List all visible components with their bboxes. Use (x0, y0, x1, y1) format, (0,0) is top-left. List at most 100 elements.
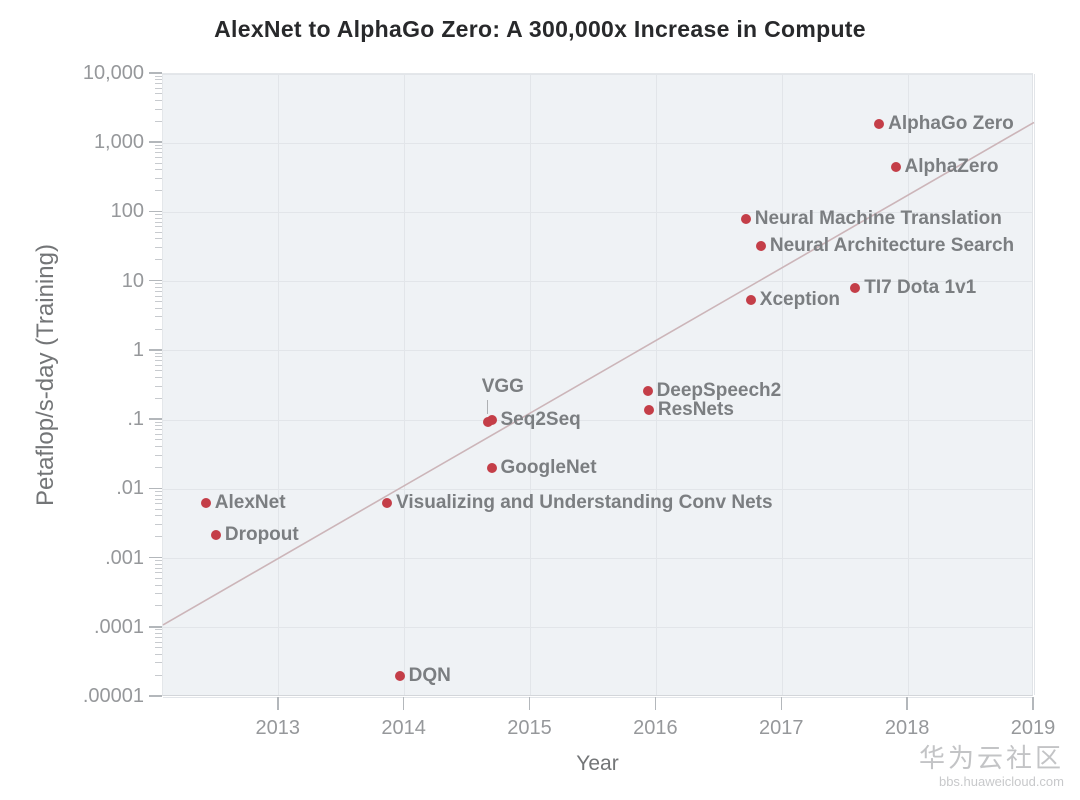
y-axis-minor-tick (155, 108, 162, 110)
y-axis-minor-tick (155, 508, 162, 510)
data-point-neural-architecture-search (755, 240, 766, 251)
y-axis-minor-tick (155, 439, 162, 441)
x-axis-tick (654, 697, 657, 710)
y-axis-minor-tick (155, 524, 162, 526)
data-point-resnets (643, 404, 654, 415)
data-point-alphago-zero (874, 118, 885, 129)
y-axis-tick-label: 100 (110, 200, 144, 223)
data-point-deepspeech2 (642, 386, 653, 397)
y-gridline (163, 627, 1032, 629)
y-axis-major-tick (149, 418, 162, 420)
y-axis-minor-tick (155, 584, 162, 586)
y-axis-minor-tick (155, 641, 162, 643)
y-axis-minor-tick (155, 421, 162, 423)
y-axis-major-tick (149, 141, 162, 143)
y-axis-minor-tick (155, 259, 162, 261)
watermark: 华为云社区 bbs.huaweicloud.com (919, 743, 1064, 790)
y-axis-minor-tick (155, 221, 162, 223)
y-axis-minor-tick (155, 629, 162, 631)
y-axis-minor-tick (155, 567, 162, 569)
y-axis-minor-tick (155, 446, 162, 448)
x-axis-tick-label: 2018 (884, 717, 930, 739)
y-axis-minor-tick (155, 79, 162, 81)
y-axis-major-tick (149, 695, 162, 697)
y-axis-minor-tick (155, 593, 162, 595)
y-axis-minor-tick (155, 577, 162, 579)
y-axis-minor-tick (155, 87, 162, 89)
y-axis-minor-tick (155, 307, 162, 309)
y-axis-major-tick (149, 72, 162, 74)
label-leader-line (486, 399, 489, 414)
y-axis-minor-tick (155, 494, 162, 496)
x-axis-tick-label: 2013 (255, 717, 301, 739)
y-axis-minor-tick (155, 491, 162, 492)
y-axis-minor-tick (155, 162, 162, 164)
x-axis-title: Year (576, 752, 619, 775)
y-axis-minor-tick (155, 352, 162, 354)
x-axis-tick (906, 697, 908, 710)
y-axis-minor-tick (155, 536, 162, 538)
y-axis-minor-tick (155, 429, 162, 431)
y-axis-minor-tick (155, 515, 162, 517)
y-axis-minor-tick (155, 662, 162, 664)
y-gridline (163, 419, 1032, 421)
data-point-label-seq2seq: Seq2Seq (500, 409, 581, 431)
y-axis-minor-tick (155, 328, 162, 330)
x-axis-tick-label: 2017 (759, 717, 804, 739)
y-axis-minor-tick (155, 152, 162, 154)
y-axis-major-tick (149, 279, 162, 282)
data-point-neural-machine-translation (740, 214, 751, 225)
data-point-label-vgg: VGG (481, 375, 524, 397)
y-axis-minor-tick (155, 370, 162, 372)
data-point-googlenet (486, 463, 497, 474)
x-axis-tick-label: 2014 (381, 717, 426, 739)
y-axis-minor-tick (155, 148, 162, 150)
y-axis-minor-tick (155, 632, 162, 634)
y-gridline (163, 350, 1032, 352)
y-axis-tick-label: 10,000 (82, 62, 144, 84)
y-axis-minor-tick (155, 93, 162, 95)
x-axis-tick (528, 697, 531, 710)
y-axis-minor-tick (155, 466, 162, 468)
data-point-label-visualizing-and-understanding-conv-nets: Visualizing and Understanding Conv Nets (396, 492, 773, 514)
y-axis-minor-tick (155, 226, 162, 228)
x-gridline (907, 74, 909, 695)
data-point-seq2seq (486, 415, 497, 426)
watermark-site-url: bbs.huaweicloud.com (938, 774, 1064, 789)
x-gridline (1033, 74, 1035, 695)
data-point-label-resnets: ResNets (657, 398, 734, 420)
y-axis-tick-label: .0001 (93, 615, 144, 638)
y-axis-tick-label: 1 (132, 338, 144, 361)
y-axis-minor-tick (155, 75, 162, 77)
x-axis-tick (1032, 697, 1034, 710)
y-axis-tick-label: .01 (116, 477, 144, 500)
data-point-alexnet (200, 498, 211, 509)
data-point-label-alexnet: AlexNet (214, 492, 286, 514)
x-axis-tick (402, 697, 405, 710)
y-axis-minor-tick (155, 647, 162, 649)
data-point-visualizing-and-understanding-conv-nets (382, 498, 393, 509)
y-axis-tick-label: 10 (121, 269, 144, 292)
y-axis-major-tick (149, 349, 162, 351)
y-axis-minor-tick (155, 674, 162, 676)
y-gridline (163, 558, 1032, 560)
y-axis-minor-tick (155, 364, 162, 366)
y-axis-minor-tick (155, 157, 162, 159)
y-axis-major-tick (149, 210, 162, 213)
watermark-site-name: 华为云社区 (918, 743, 1064, 773)
data-point-label-neural-machine-translation: Neural Machine Translation (754, 208, 1002, 230)
trend-line (162, 121, 1035, 626)
y-axis-minor-tick (155, 563, 162, 565)
y-axis-tick-label: .001 (105, 546, 144, 569)
data-point-label-alphago-zero: AlphaGo Zero (888, 112, 1014, 134)
y-axis-minor-tick (155, 247, 162, 249)
y-axis-minor-tick (155, 653, 162, 655)
y-axis-minor-tick (155, 283, 162, 285)
y-gridline (163, 696, 1032, 698)
y-axis-minor-tick (155, 454, 162, 456)
y-axis-major-tick (149, 487, 162, 490)
data-point-label-dqn: DQN (408, 665, 451, 687)
y-axis-minor-tick (155, 100, 162, 102)
y-gridline (163, 142, 1032, 144)
